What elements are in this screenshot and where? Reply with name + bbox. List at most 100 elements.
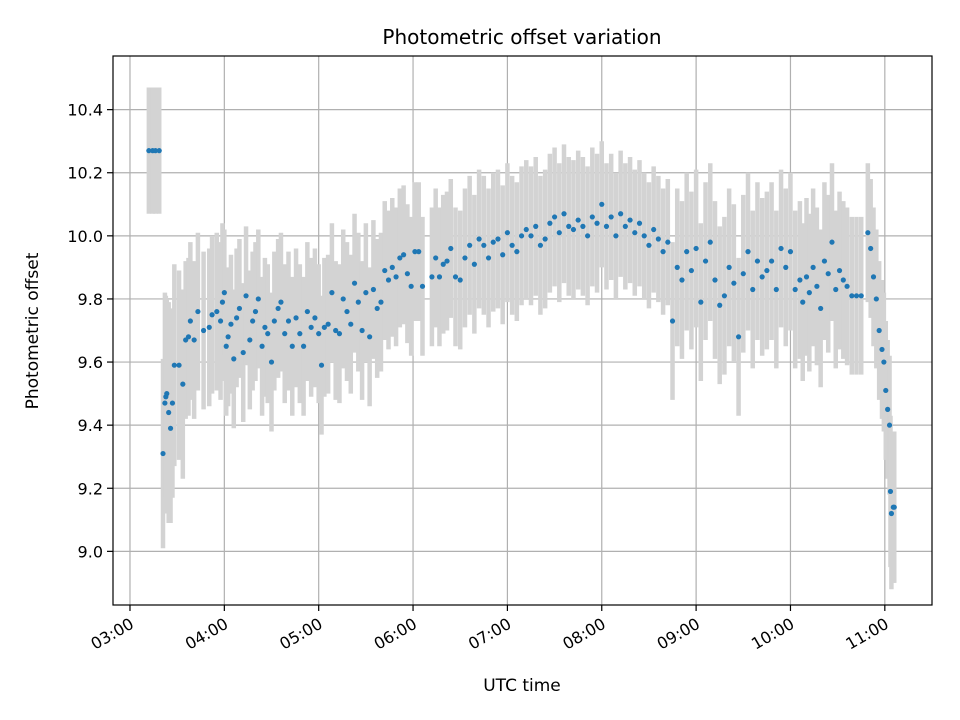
data-point	[844, 283, 850, 289]
data-point	[187, 318, 193, 324]
data-point	[632, 230, 638, 236]
data-point	[542, 236, 548, 242]
data-point	[162, 400, 168, 406]
data-point	[308, 324, 314, 330]
data-point	[171, 362, 177, 368]
data-point	[865, 230, 871, 236]
data-point	[778, 245, 784, 252]
data-point	[547, 220, 553, 226]
data-point	[419, 283, 426, 289]
data-point	[228, 321, 234, 327]
data-point	[225, 334, 231, 340]
data-point	[818, 305, 824, 312]
data-point	[655, 236, 661, 242]
data-point	[688, 267, 694, 274]
data-point	[599, 201, 605, 207]
data-point	[231, 356, 237, 362]
data-point	[448, 245, 454, 252]
data-point	[731, 280, 737, 286]
y-tick-label: 9.8	[78, 290, 103, 309]
data-point	[585, 233, 591, 239]
data-point	[858, 293, 864, 299]
data-point	[528, 233, 534, 239]
data-point	[312, 315, 318, 321]
data-point	[344, 308, 350, 315]
y-tick-label: 9.6	[78, 353, 103, 372]
data-point	[243, 293, 249, 299]
data-point	[240, 349, 246, 356]
data-point	[401, 252, 407, 258]
data-point	[412, 249, 418, 255]
data-point	[378, 299, 384, 305]
data-point	[467, 242, 473, 248]
data-point	[618, 211, 624, 217]
data-point	[259, 343, 265, 349]
data-point	[285, 318, 292, 324]
data-point	[247, 337, 253, 343]
data-point	[514, 249, 520, 255]
data-point	[750, 286, 756, 293]
data-point	[282, 331, 288, 337]
data-point	[481, 242, 487, 248]
data-point	[440, 261, 446, 267]
data-point	[821, 258, 828, 264]
data-point	[840, 277, 846, 283]
data-point	[814, 283, 820, 289]
data-point	[316, 331, 322, 337]
data-point	[363, 290, 369, 296]
data-point	[206, 324, 212, 330]
data-point	[797, 277, 803, 283]
chart-title: Photometric offset variation	[382, 25, 661, 49]
data-point	[589, 214, 595, 220]
data-point	[252, 308, 259, 315]
data-point	[351, 280, 358, 286]
data-point	[476, 236, 482, 242]
data-point	[754, 258, 761, 264]
data-point	[436, 274, 443, 280]
data-point	[876, 327, 882, 334]
data-point	[490, 239, 496, 245]
data-point	[382, 267, 388, 274]
data-point	[348, 321, 354, 327]
data-point	[321, 324, 327, 330]
data-point	[792, 286, 798, 293]
data-point	[806, 290, 812, 296]
y-tick-label: 9.4	[78, 416, 103, 435]
data-point	[669, 318, 676, 324]
data-point	[787, 249, 794, 255]
data-point	[825, 271, 831, 277]
data-point	[665, 239, 671, 245]
data-point	[641, 233, 647, 239]
data-point	[221, 290, 227, 296]
data-point	[886, 422, 893, 428]
data-point	[300, 343, 307, 349]
data-point	[674, 264, 680, 270]
data-point	[810, 264, 816, 270]
data-point	[160, 450, 166, 457]
data-point	[622, 223, 628, 229]
data-point	[833, 286, 839, 293]
data-point	[509, 242, 515, 248]
data-point	[575, 217, 581, 223]
data-point	[156, 148, 162, 154]
data-point	[293, 315, 299, 321]
data-point	[759, 274, 765, 280]
data-point	[236, 305, 243, 312]
data-point	[580, 223, 586, 229]
data-point	[408, 283, 414, 289]
data-point	[879, 346, 885, 353]
y-tick-label: 10.2	[67, 164, 103, 183]
data-point	[836, 267, 843, 274]
data-point	[803, 274, 810, 280]
data-point	[485, 255, 492, 261]
data-point	[745, 249, 751, 255]
data-point	[471, 261, 477, 267]
y-tick-label: 10.4	[67, 101, 103, 120]
data-point	[250, 318, 256, 324]
data-point	[717, 302, 723, 308]
data-point	[853, 293, 860, 299]
data-points	[146, 148, 897, 517]
data-point	[340, 296, 346, 302]
data-point	[887, 488, 894, 495]
data-point	[370, 286, 377, 293]
